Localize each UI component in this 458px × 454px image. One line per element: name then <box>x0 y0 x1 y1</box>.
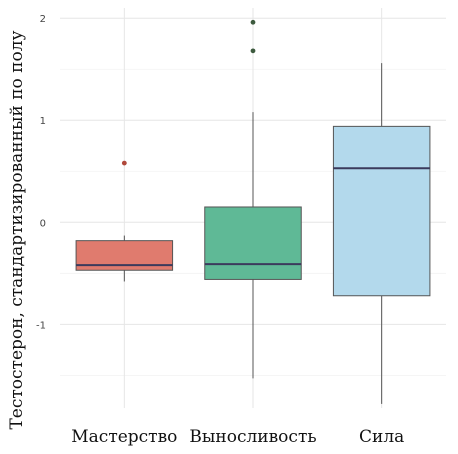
y-axis-ticks: -1 0 1 2 <box>36 14 46 331</box>
outlier-point <box>250 48 256 54</box>
y-tick-label: 0 <box>40 218 46 229</box>
x-tick-label: Мастерство <box>71 427 177 447</box>
box-3 <box>332 63 431 404</box>
outlier-point <box>121 160 127 166</box>
box-1 <box>75 160 174 282</box>
box-2 <box>204 19 302 379</box>
y-tick-label: 1 <box>40 116 46 127</box>
box-body <box>204 206 302 280</box>
x-tick-label: Сила <box>359 427 404 447</box>
boxes <box>75 19 431 404</box>
y-axis-title: Тестостерон, стандартизированный по полу <box>7 30 27 429</box>
y-tick-label: -1 <box>36 320 46 331</box>
x-axis-ticks: Мастерство Выносливость Сила <box>71 427 404 447</box>
x-tick-label: Выносливость <box>189 427 316 447</box>
box-body <box>332 125 431 297</box>
outlier-point <box>250 19 256 25</box>
y-tick-label: 2 <box>40 14 46 25</box>
